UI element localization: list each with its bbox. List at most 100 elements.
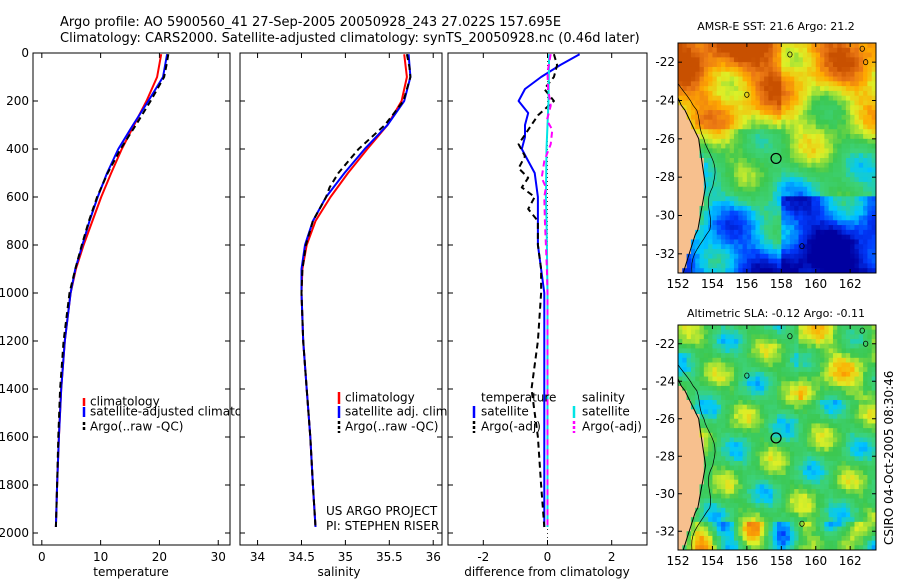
map-cell <box>755 148 761 154</box>
map-cell <box>854 191 860 197</box>
map-cell <box>820 239 825 245</box>
map-cell <box>751 43 757 49</box>
map-cell <box>815 460 821 467</box>
map-cell <box>811 414 817 420</box>
map-cell <box>712 512 718 518</box>
map-cell <box>703 385 709 392</box>
map-cell <box>768 114 774 121</box>
map-cell <box>738 95 744 102</box>
map-cell <box>733 191 739 197</box>
map-cell <box>794 432 800 439</box>
map-cell <box>863 526 868 532</box>
map-cell <box>794 253 800 260</box>
map-cell <box>742 353 748 359</box>
map-cell <box>716 442 722 448</box>
map-cell <box>772 367 778 373</box>
map-cell <box>785 395 791 401</box>
map-cell <box>841 167 847 173</box>
map-cell <box>695 535 701 542</box>
map-cell <box>716 353 722 359</box>
map-cell <box>725 196 731 202</box>
map-cell <box>690 465 696 471</box>
map-cell <box>777 367 782 373</box>
map-cell <box>733 325 739 331</box>
map-cell <box>695 376 701 382</box>
map-cell <box>854 95 860 102</box>
map-cell <box>871 390 876 396</box>
map-cell <box>729 119 735 126</box>
map-cell <box>815 489 821 495</box>
map-cell <box>721 124 726 130</box>
map-cell <box>777 428 782 434</box>
map-cell <box>738 177 744 183</box>
map-cell <box>678 475 683 481</box>
map-cell <box>703 353 709 359</box>
map-cell <box>863 181 868 188</box>
map-cell <box>867 124 873 130</box>
map-cell <box>807 258 813 265</box>
map-cell <box>721 201 726 207</box>
map-cell <box>811 376 817 382</box>
map-cell <box>772 71 778 78</box>
map-cell <box>755 105 761 111</box>
map-cell <box>845 249 851 255</box>
map-cell <box>850 531 856 537</box>
map-cell <box>708 545 714 550</box>
map-cell <box>777 385 782 392</box>
map-cell <box>712 526 718 532</box>
map-cell <box>738 215 744 221</box>
map-cell <box>729 158 735 164</box>
map-cell <box>751 362 757 368</box>
map-cell <box>759 172 765 178</box>
map-cell <box>837 47 843 54</box>
map-cell <box>854 234 860 241</box>
map-cell <box>777 498 782 504</box>
map-cell <box>751 239 757 245</box>
map-cell <box>837 90 843 97</box>
map-cell <box>729 162 735 169</box>
map-cell <box>837 343 843 350</box>
map-cell <box>721 81 726 87</box>
map-cell <box>708 263 714 269</box>
map-cell <box>837 95 843 102</box>
map-cell <box>721 253 726 260</box>
map-cell <box>794 465 800 471</box>
map-cell <box>811 535 817 542</box>
map-cell <box>678 493 683 500</box>
map-cell <box>768 225 774 231</box>
map-cell <box>785 249 791 255</box>
map-cell <box>759 253 765 260</box>
map-cell <box>733 343 739 350</box>
map-cell <box>712 71 718 78</box>
map-cell <box>721 148 726 154</box>
map-cell <box>807 43 813 49</box>
map-cell <box>850 446 856 453</box>
map-cell <box>755 71 761 78</box>
map-cell <box>716 71 722 78</box>
map-cell <box>759 353 765 359</box>
map-cell <box>759 357 765 364</box>
map-cell <box>678 181 683 188</box>
map-cell <box>733 526 739 532</box>
map-cell <box>832 437 838 443</box>
map-cell <box>772 437 778 443</box>
map-cell <box>798 418 804 425</box>
map-cell <box>699 357 705 364</box>
map-cell <box>789 385 795 392</box>
map-cell <box>802 376 808 382</box>
map-cell <box>828 253 834 260</box>
map-cell <box>863 138 868 145</box>
map-cell <box>858 339 864 345</box>
map-cell <box>764 90 769 97</box>
map-cell <box>802 86 808 92</box>
map-cell <box>777 181 782 188</box>
map-cell <box>854 400 860 406</box>
map-cell <box>768 423 774 429</box>
map-cell <box>845 43 851 49</box>
map-cell <box>828 357 834 364</box>
map-cell <box>699 229 705 236</box>
map-cell <box>811 57 817 63</box>
map-cell <box>871 428 876 434</box>
map-cell <box>686 47 692 54</box>
map-cell <box>777 215 782 221</box>
